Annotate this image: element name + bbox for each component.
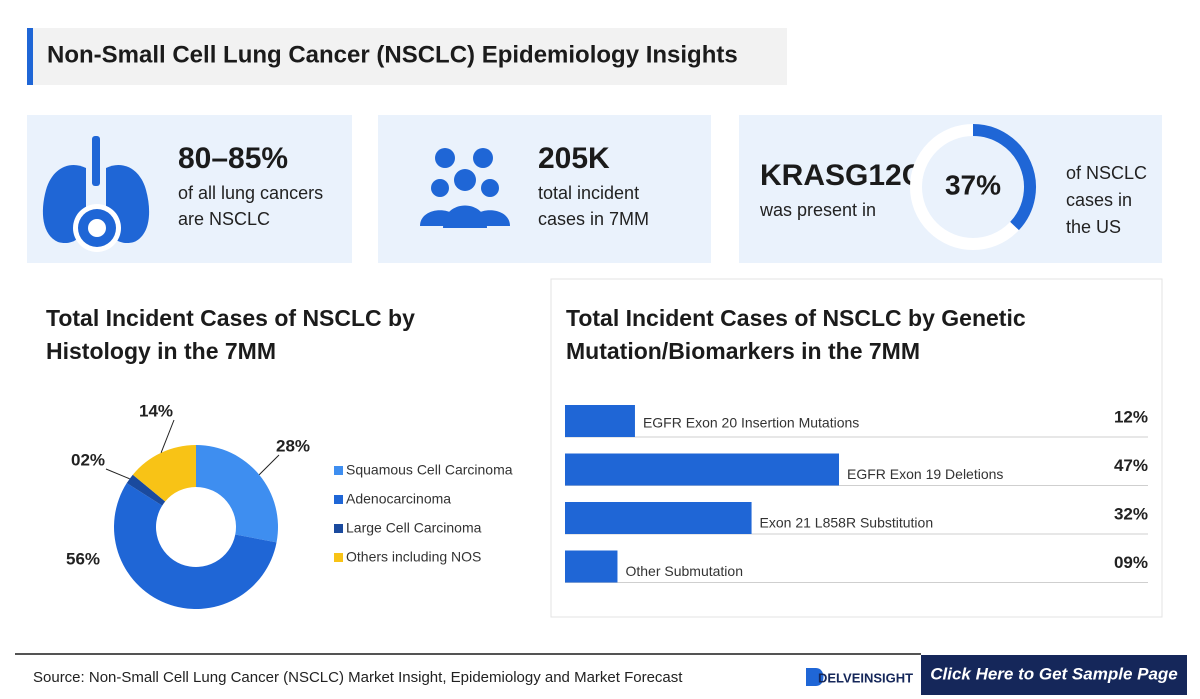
page-title: Non-Small Cell Lung Cancer (NSCLC) Epide… xyxy=(47,41,738,68)
button-label[interactable]: Click Here to Get Sample Page xyxy=(930,664,1178,683)
sample-button[interactable]: Click Here to Get Sample Page xyxy=(921,655,1187,695)
data-label: 12% xyxy=(1114,407,1148,426)
data-label: 47% xyxy=(1114,456,1148,475)
stat-headline: 205K xyxy=(538,142,610,175)
lungs-icon xyxy=(42,136,150,252)
bar xyxy=(565,550,618,583)
stat-text: of NSCLC xyxy=(1066,163,1147,183)
stat-text: total incident xyxy=(538,183,639,203)
data-label: 56% xyxy=(66,549,100,568)
donut-slice xyxy=(196,445,278,543)
chart-panel xyxy=(550,278,1163,618)
chart-title: Histology in the 7MM xyxy=(46,338,276,364)
donut-slice xyxy=(132,445,196,502)
leader-line xyxy=(105,468,130,480)
stat-headline: 80–85% xyxy=(178,142,288,175)
bar xyxy=(565,453,840,486)
chart-title: Total Incident Cases of NSCLC by xyxy=(46,305,415,331)
legend-swatch xyxy=(334,466,343,475)
ring-label: 37% xyxy=(945,169,1001,200)
data-label: 02% xyxy=(71,450,105,469)
data-label: 09% xyxy=(1114,553,1148,572)
bar-category: Exon 21 L858R Substitution xyxy=(760,515,934,531)
stat-text: of all lung cancers xyxy=(178,183,323,203)
legend-swatch xyxy=(334,524,343,533)
legend-label: Others including NOS xyxy=(346,549,481,565)
bar-category: EGFR Exon 19 Deletions xyxy=(847,466,1003,482)
leader-line xyxy=(160,419,175,453)
header-accent xyxy=(27,28,33,85)
chart-title: Mutation/Biomarkers in the 7MM xyxy=(566,338,920,364)
donut-slice xyxy=(113,483,277,609)
stat-text: cases in 7MM xyxy=(538,209,649,229)
stat-headline: KRASG12C xyxy=(760,159,923,192)
legend-swatch xyxy=(334,495,343,504)
people-icon xyxy=(420,148,510,228)
stat-text: cases in xyxy=(1066,190,1132,210)
ring-arc xyxy=(972,124,1036,231)
legend-label: Large Cell Carcinoma xyxy=(346,520,482,536)
button-bg[interactable] xyxy=(921,655,1187,695)
stat-text: the US xyxy=(1066,217,1121,237)
source-text: Source: Non-Small Cell Lung Cancer (NSCL… xyxy=(33,669,683,686)
header-box xyxy=(27,28,787,85)
bar-category: Other Submutation xyxy=(625,563,743,579)
leader-line xyxy=(258,454,280,476)
logo: DELVEINSIGHT xyxy=(818,670,913,685)
bar xyxy=(565,405,635,437)
data-label: 32% xyxy=(1114,504,1148,523)
bar-category: EGFR Exon 20 Insertion Mutations xyxy=(643,415,859,431)
data-label: 14% xyxy=(139,401,173,420)
donut-slice xyxy=(126,474,166,506)
logo-mark xyxy=(806,668,824,686)
data-label: 28% xyxy=(276,436,310,455)
legend-swatch xyxy=(334,553,343,562)
chart-title: Total Incident Cases of NSCLC by Genetic xyxy=(566,305,1026,331)
bar xyxy=(565,502,752,534)
legend-label: Squamous Cell Carcinoma xyxy=(346,462,513,478)
stat-text: was present in xyxy=(759,200,876,220)
legend-label: Adenocarcinoma xyxy=(346,491,451,507)
stat-text: are NSCLC xyxy=(178,209,270,229)
